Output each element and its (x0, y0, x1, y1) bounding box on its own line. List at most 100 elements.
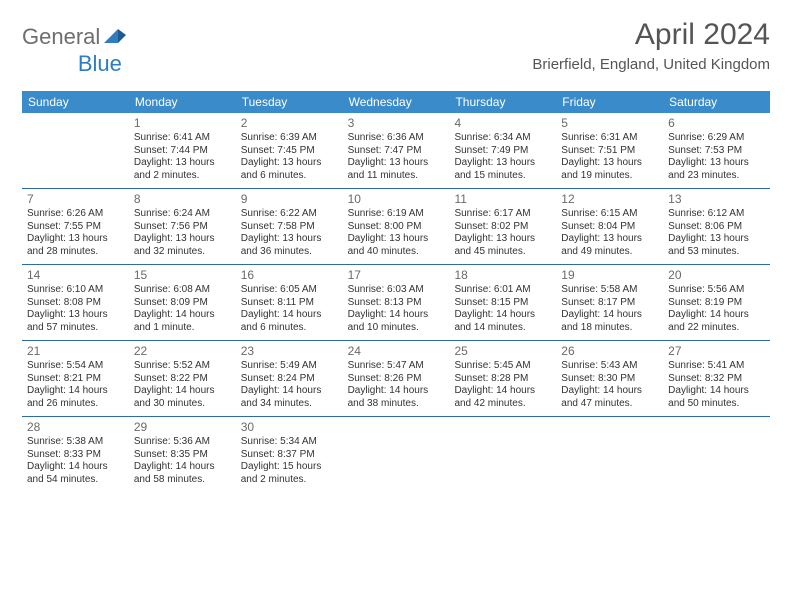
day-cell: 27Sunrise: 5:41 AMSunset: 8:32 PMDayligh… (663, 341, 770, 416)
sunrise-text: Sunrise: 6:12 AM (668, 208, 765, 221)
logo-triangle-icon (104, 25, 126, 50)
day-cell: 2Sunrise: 6:39 AMSunset: 7:45 PMDaylight… (236, 113, 343, 188)
daylight-text: and 36 minutes. (241, 246, 338, 259)
daylight-text: Daylight: 13 hours (27, 233, 124, 246)
sunrise-text: Sunrise: 5:41 AM (668, 360, 765, 373)
daylight-text: and 54 minutes. (27, 474, 124, 487)
sunrise-text: Sunrise: 5:45 AM (454, 360, 551, 373)
day-cell: 10Sunrise: 6:19 AMSunset: 8:00 PMDayligh… (343, 189, 450, 264)
day-cell: 17Sunrise: 6:03 AMSunset: 8:13 PMDayligh… (343, 265, 450, 340)
sunset-text: Sunset: 7:55 PM (27, 221, 124, 234)
day-number: 8 (134, 192, 231, 207)
title-block: April 2024 Brierfield, England, United K… (532, 18, 770, 73)
daylight-text: and 22 minutes. (668, 322, 765, 335)
day-cell (449, 417, 556, 492)
sunset-text: Sunset: 8:00 PM (348, 221, 445, 234)
daylight-text: and 45 minutes. (454, 246, 551, 259)
day-number: 17 (348, 268, 445, 283)
day-cell (556, 417, 663, 492)
sunset-text: Sunset: 8:30 PM (561, 373, 658, 386)
calendar: SundayMondayTuesdayWednesdayThursdayFrid… (22, 91, 770, 492)
day-number: 27 (668, 344, 765, 359)
daylight-text: and 6 minutes. (241, 322, 338, 335)
day-number: 29 (134, 420, 231, 435)
daylight-text: Daylight: 15 hours (241, 461, 338, 474)
daylight-text: Daylight: 14 hours (454, 385, 551, 398)
day-cell: 15Sunrise: 6:08 AMSunset: 8:09 PMDayligh… (129, 265, 236, 340)
day-number: 7 (27, 192, 124, 207)
daylight-text: Daylight: 13 hours (454, 233, 551, 246)
sunrise-text: Sunrise: 5:49 AM (241, 360, 338, 373)
daylight-text: Daylight: 14 hours (241, 309, 338, 322)
daylight-text: Daylight: 14 hours (668, 385, 765, 398)
daylight-text: Daylight: 14 hours (27, 385, 124, 398)
logo-text-general: General (22, 24, 100, 50)
day-number: 26 (561, 344, 658, 359)
day-cell: 18Sunrise: 6:01 AMSunset: 8:15 PMDayligh… (449, 265, 556, 340)
daylight-text: Daylight: 14 hours (134, 385, 231, 398)
day-cell: 16Sunrise: 6:05 AMSunset: 8:11 PMDayligh… (236, 265, 343, 340)
sunrise-text: Sunrise: 5:43 AM (561, 360, 658, 373)
sunrise-text: Sunrise: 6:31 AM (561, 132, 658, 145)
daylight-text: Daylight: 13 hours (668, 157, 765, 170)
daylight-text: Daylight: 13 hours (561, 157, 658, 170)
day-number: 18 (454, 268, 551, 283)
sunset-text: Sunset: 8:13 PM (348, 297, 445, 310)
week-row: 21Sunrise: 5:54 AMSunset: 8:21 PMDayligh… (22, 341, 770, 417)
day-cell: 8Sunrise: 6:24 AMSunset: 7:56 PMDaylight… (129, 189, 236, 264)
daylight-text: and 42 minutes. (454, 398, 551, 411)
sunset-text: Sunset: 8:33 PM (27, 449, 124, 462)
day-cell: 21Sunrise: 5:54 AMSunset: 8:21 PMDayligh… (22, 341, 129, 416)
daylight-text: Daylight: 13 hours (668, 233, 765, 246)
sunrise-text: Sunrise: 5:52 AM (134, 360, 231, 373)
logo-text-blue: Blue (78, 51, 122, 77)
day-cell: 7Sunrise: 6:26 AMSunset: 7:55 PMDaylight… (22, 189, 129, 264)
day-cell (22, 113, 129, 188)
day-cell (663, 417, 770, 492)
daylight-text: Daylight: 13 hours (348, 157, 445, 170)
sunrise-text: Sunrise: 6:10 AM (27, 284, 124, 297)
day-header-row: SundayMondayTuesdayWednesdayThursdayFrid… (22, 91, 770, 113)
day-number: 1 (134, 116, 231, 131)
day-cell: 28Sunrise: 5:38 AMSunset: 8:33 PMDayligh… (22, 417, 129, 492)
daylight-text: and 19 minutes. (561, 170, 658, 183)
sunset-text: Sunset: 8:24 PM (241, 373, 338, 386)
daylight-text: and 40 minutes. (348, 246, 445, 259)
sunrise-text: Sunrise: 6:26 AM (27, 208, 124, 221)
sunset-text: Sunset: 8:08 PM (27, 297, 124, 310)
sunrise-text: Sunrise: 6:29 AM (668, 132, 765, 145)
day-header: Saturday (663, 91, 770, 113)
daylight-text: and 58 minutes. (134, 474, 231, 487)
daylight-text: Daylight: 13 hours (27, 309, 124, 322)
sunrise-text: Sunrise: 6:01 AM (454, 284, 551, 297)
day-cell: 23Sunrise: 5:49 AMSunset: 8:24 PMDayligh… (236, 341, 343, 416)
day-cell: 9Sunrise: 6:22 AMSunset: 7:58 PMDaylight… (236, 189, 343, 264)
sunset-text: Sunset: 8:09 PM (134, 297, 231, 310)
daylight-text: Daylight: 14 hours (241, 385, 338, 398)
day-cell: 24Sunrise: 5:47 AMSunset: 8:26 PMDayligh… (343, 341, 450, 416)
sunset-text: Sunset: 8:06 PM (668, 221, 765, 234)
day-cell: 30Sunrise: 5:34 AMSunset: 8:37 PMDayligh… (236, 417, 343, 492)
sunset-text: Sunset: 8:19 PM (668, 297, 765, 310)
day-cell: 13Sunrise: 6:12 AMSunset: 8:06 PMDayligh… (663, 189, 770, 264)
day-cell: 29Sunrise: 5:36 AMSunset: 8:35 PMDayligh… (129, 417, 236, 492)
daylight-text: and 32 minutes. (134, 246, 231, 259)
daylight-text: and 47 minutes. (561, 398, 658, 411)
daylight-text: and 2 minutes. (241, 474, 338, 487)
day-number: 30 (241, 420, 338, 435)
day-number: 12 (561, 192, 658, 207)
daylight-text: Daylight: 13 hours (134, 233, 231, 246)
sunset-text: Sunset: 7:58 PM (241, 221, 338, 234)
sunrise-text: Sunrise: 5:47 AM (348, 360, 445, 373)
daylight-text: and 14 minutes. (454, 322, 551, 335)
day-cell: 22Sunrise: 5:52 AMSunset: 8:22 PMDayligh… (129, 341, 236, 416)
daylight-text: and 23 minutes. (668, 170, 765, 183)
sunset-text: Sunset: 8:26 PM (348, 373, 445, 386)
sunset-text: Sunset: 8:15 PM (454, 297, 551, 310)
day-number: 16 (241, 268, 338, 283)
daylight-text: Daylight: 14 hours (668, 309, 765, 322)
sunrise-text: Sunrise: 6:34 AM (454, 132, 551, 145)
sunset-text: Sunset: 7:44 PM (134, 145, 231, 158)
sunrise-text: Sunrise: 5:54 AM (27, 360, 124, 373)
day-cell: 19Sunrise: 5:58 AMSunset: 8:17 PMDayligh… (556, 265, 663, 340)
